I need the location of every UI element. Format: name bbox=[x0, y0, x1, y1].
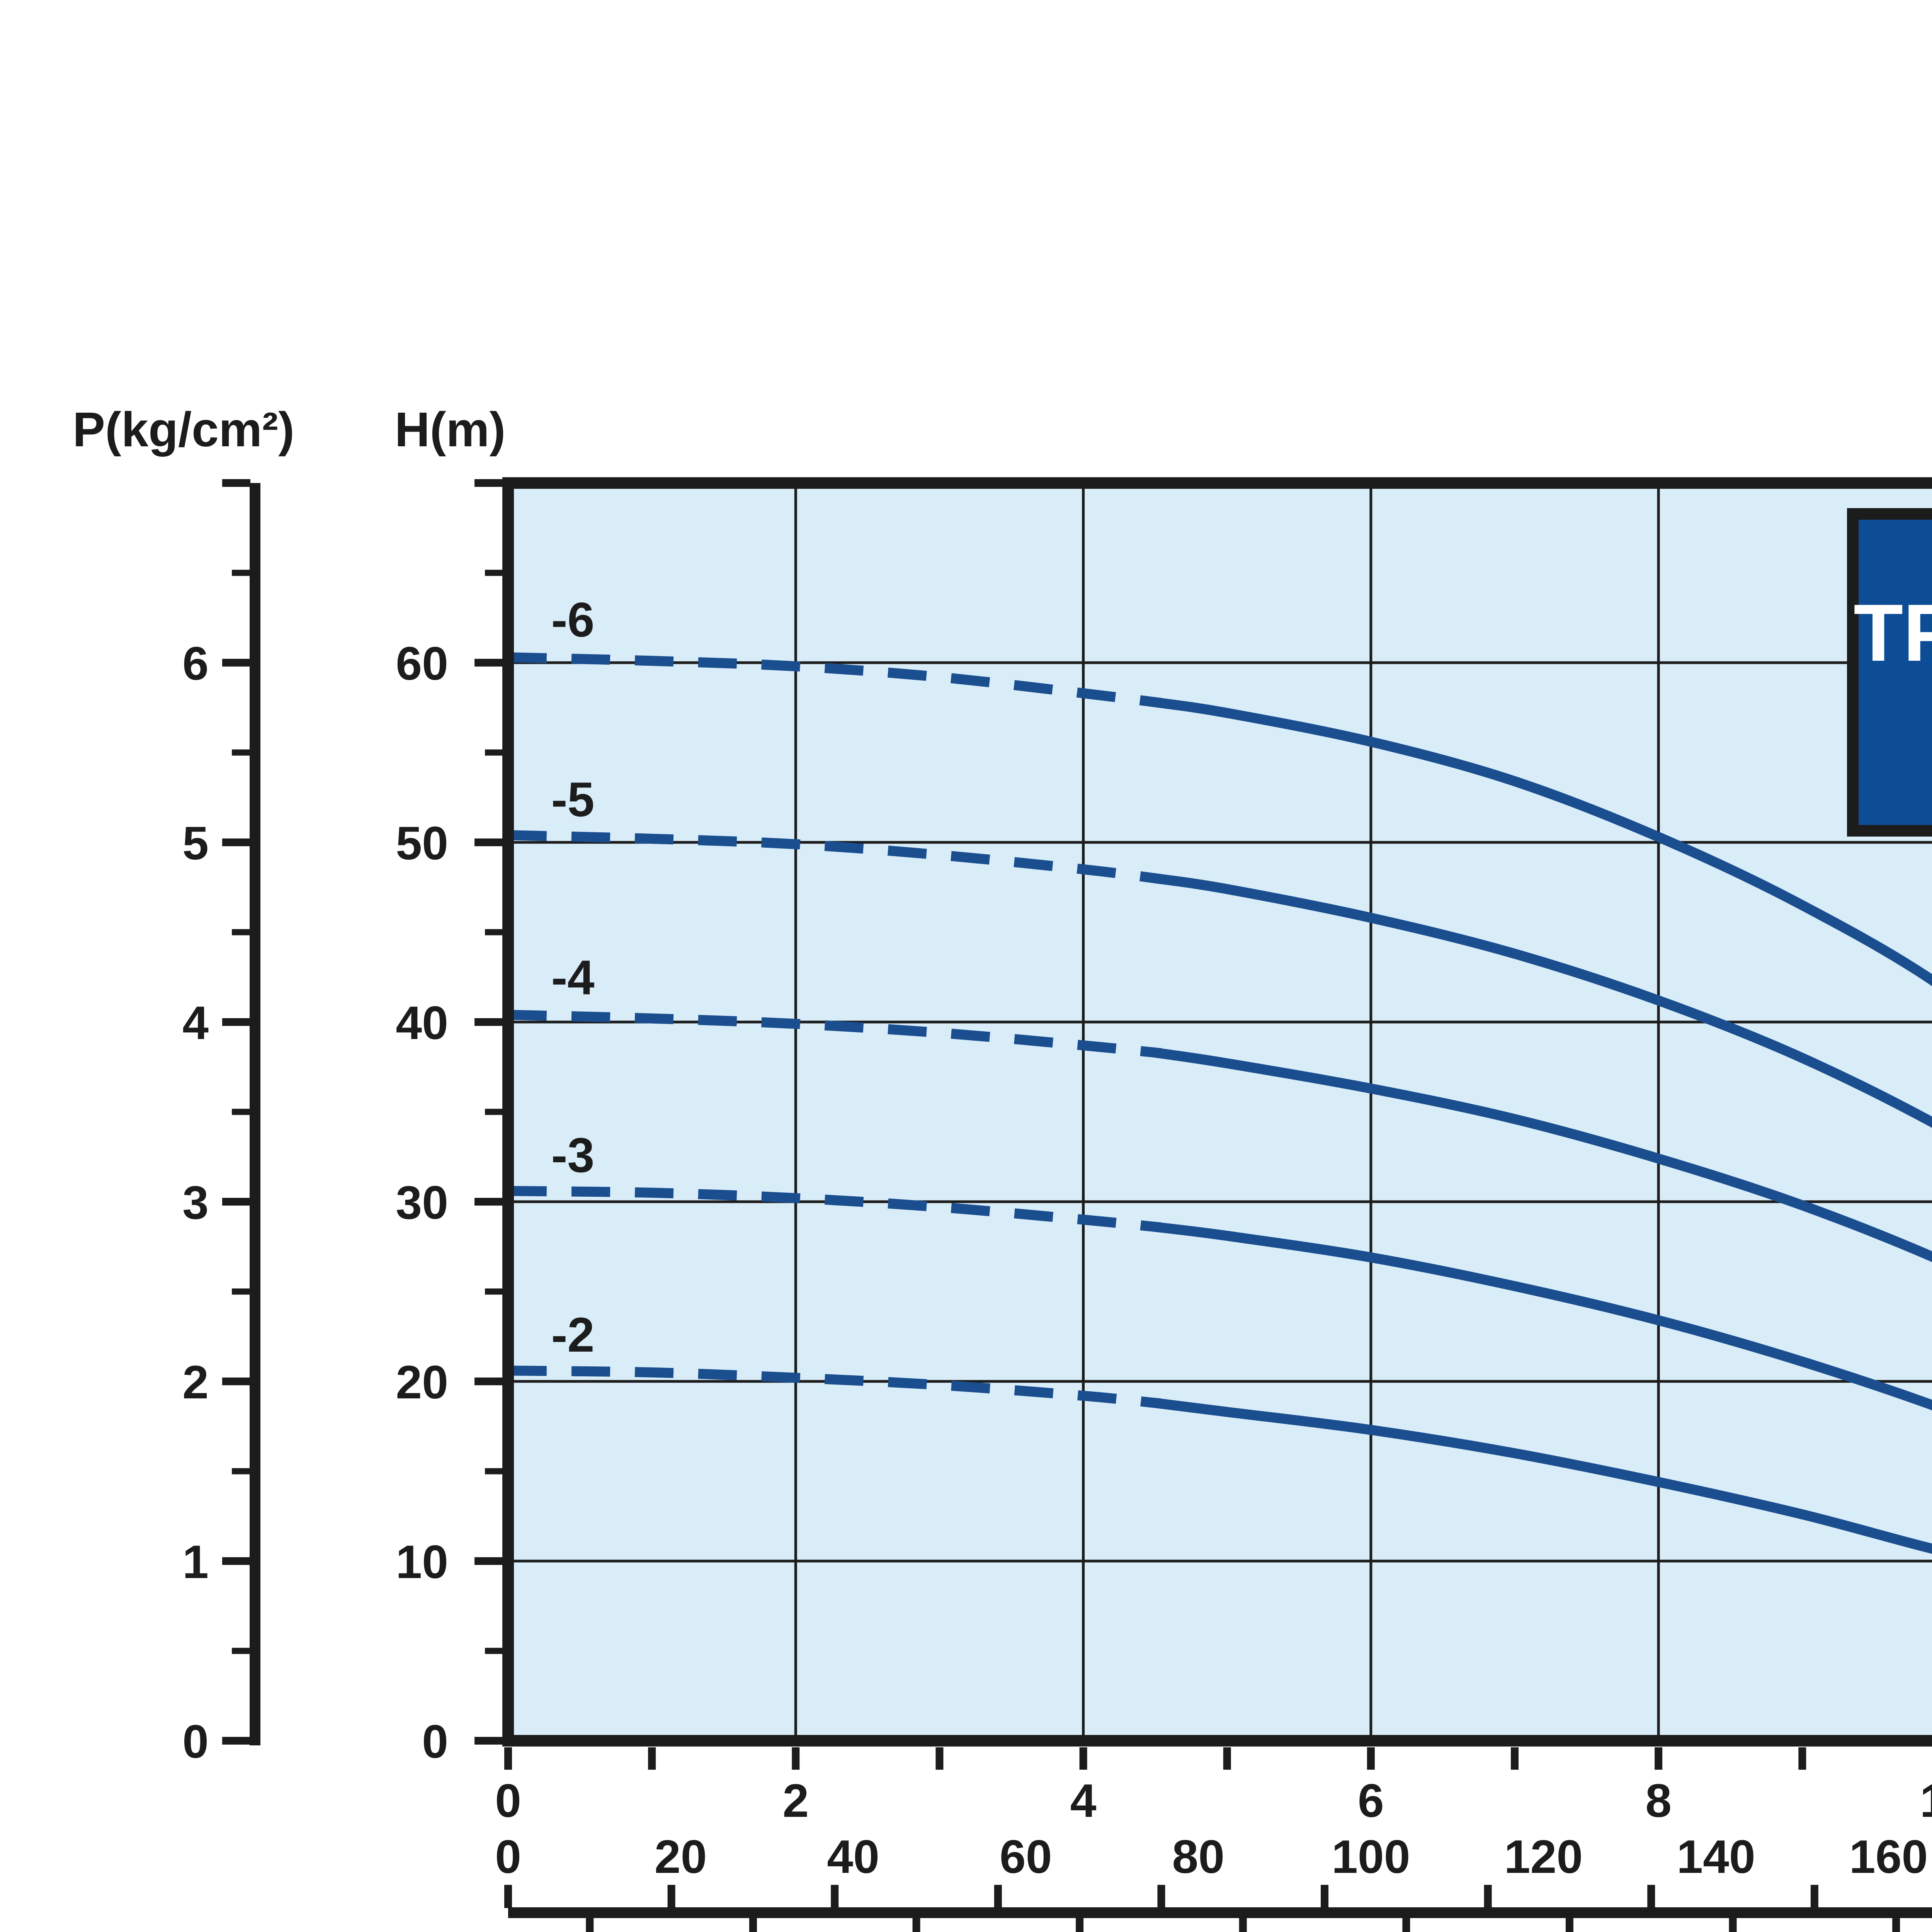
q-m3h-tick-label: 6 bbox=[1358, 1774, 1384, 1827]
q-m3h-tick-label: 4 bbox=[1070, 1774, 1097, 1827]
title-box-frame bbox=[1847, 508, 1932, 837]
main-plot-curve-4-solid bbox=[1150, 1048, 1932, 1262]
q-m3h-tick-label: 0 bbox=[495, 1774, 521, 1827]
q-m3h-tick-label: 8 bbox=[1645, 1774, 1672, 1827]
curve-label-2: -2 bbox=[551, 1308, 594, 1362]
flow-usgpm-axis: 0510152025303540455055 bbox=[504, 1885, 1932, 1932]
flow-m3h-axis: 024681012 bbox=[495, 1747, 1932, 1827]
h-m-tick-label: 30 bbox=[396, 1176, 448, 1229]
main-plot-curve-3-solid bbox=[1150, 1222, 1932, 1410]
main-plot-curves: -6 -5 -4 -3 -2 bbox=[508, 592, 1932, 1554]
q-lmin-tick-label: 140 bbox=[1677, 1830, 1755, 1883]
p-kgcm2-tick-label: 1 bbox=[182, 1536, 209, 1588]
pressure-kgcm2-axis-label: P(kg/cm²) bbox=[73, 402, 294, 457]
q-lmin-tick-label: 60 bbox=[1000, 1830, 1052, 1883]
p-kgcm2-tick-label: 0 bbox=[182, 1715, 209, 1768]
flow-lmin-axis: 020406080100120140160180200 bbox=[495, 1830, 1928, 1883]
q-m3h-tick-label: 10 bbox=[1920, 1774, 1932, 1827]
main-plot-curve-2-solid bbox=[1150, 1398, 1932, 1554]
main-plot-curve-6-solid bbox=[1150, 697, 1932, 986]
main-plot-frame bbox=[502, 477, 1932, 1747]
title-box: TPHK8T_EL 50Hz bbox=[1847, 508, 1932, 837]
p-kgcm2-tick-label: 3 bbox=[182, 1176, 209, 1229]
q-lmin-tick-label: 100 bbox=[1332, 1830, 1410, 1883]
main-plot: -6 -5 -4 -3 -2 bbox=[502, 477, 1932, 1747]
main-plot-curve-5-dashed bbox=[508, 830, 1166, 884]
main-plot-curve-5-solid bbox=[1150, 873, 1932, 1128]
q-m3h-tick-label: 2 bbox=[782, 1774, 809, 1827]
q-lmin-tick-label: 40 bbox=[827, 1830, 879, 1883]
p-kgcm2-tick-label: 5 bbox=[182, 817, 209, 869]
h-m-tick-label: 20 bbox=[396, 1356, 448, 1408]
curve-label-3: -3 bbox=[551, 1128, 594, 1182]
head-m-axis-label: H(m) bbox=[395, 402, 506, 457]
p-kgcm2-tick-label: 4 bbox=[182, 997, 209, 1049]
head-m-axis: 0 10 20 30 40 50 60 bbox=[396, 479, 502, 1768]
main-plot-curve-6-dashed bbox=[508, 652, 1166, 708]
main-plot-curve-4-dashed bbox=[508, 1010, 1166, 1058]
model-name: TPHK8T_EL bbox=[1854, 587, 1932, 678]
generated-chart-layers: -6-5-4-3-2010203040506001234560204060801… bbox=[182, 477, 1932, 1932]
curve-label-6: -6 bbox=[551, 592, 594, 647]
q-lmin-tick-label: 160 bbox=[1849, 1830, 1928, 1883]
main-plot-curve-3-dashed bbox=[508, 1186, 1166, 1233]
h-m-tick-label: 40 bbox=[396, 997, 448, 1049]
q-lmin-tick-label: 20 bbox=[655, 1830, 707, 1883]
p-kgcm2-tick-label: 2 bbox=[182, 1356, 209, 1408]
h-m-tick-label: 60 bbox=[396, 637, 448, 690]
q-lmin-tick-label: 0 bbox=[495, 1830, 521, 1883]
main-plot-curve-2-dashed bbox=[508, 1366, 1166, 1409]
h-m-tick-label: 0 bbox=[422, 1715, 448, 1768]
curve-label-5: -5 bbox=[551, 772, 594, 827]
h-m-tick-label: 10 bbox=[396, 1536, 448, 1588]
q-lmin-tick-label: 80 bbox=[1172, 1830, 1225, 1883]
curve-label-4: -4 bbox=[551, 950, 594, 1005]
pressure-kgcm2-axis: 0 1 2 3 4 5 6 bbox=[182, 479, 260, 1768]
h-m-tick-label: 50 bbox=[396, 817, 448, 869]
q-lmin-tick-label: 120 bbox=[1504, 1830, 1583, 1883]
p-kgcm2-tick-label: 6 bbox=[182, 637, 209, 690]
